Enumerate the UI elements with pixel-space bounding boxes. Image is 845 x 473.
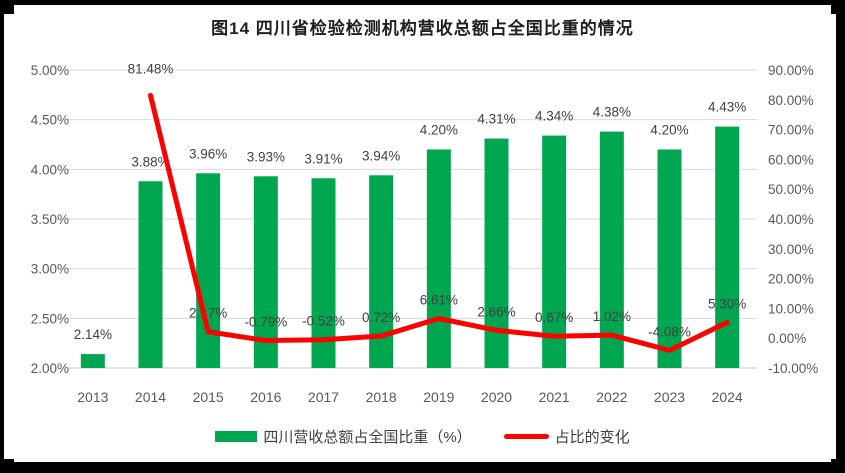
left-axis-tick-label: 2.50% bbox=[31, 311, 69, 326]
bar-data-label: 4.31% bbox=[477, 112, 515, 127]
bar-2013 bbox=[80, 354, 105, 368]
frame-corner-bottom-left bbox=[0, 459, 14, 473]
legend-bar-swatch-icon bbox=[215, 430, 258, 442]
line-data-label: 1.02% bbox=[593, 309, 631, 324]
right-axis-tick-label: 50.00% bbox=[768, 182, 814, 197]
x-axis-label-2017: 2017 bbox=[308, 389, 339, 405]
bar-data-label: 3.88% bbox=[131, 154, 169, 169]
line-data-label: 5.30% bbox=[708, 296, 746, 311]
frame-border-bottom bbox=[0, 462, 845, 473]
frame-corner-top-left bbox=[0, 0, 14, 14]
x-axis-label-2019: 2019 bbox=[423, 389, 454, 405]
right-axis-tick-label: 70.00% bbox=[768, 123, 814, 138]
bar-data-label: 4.43% bbox=[708, 100, 746, 115]
bar-2022 bbox=[599, 131, 624, 368]
x-axis-label-2018: 2018 bbox=[366, 389, 397, 405]
right-axis-tick-label: -10.00% bbox=[768, 361, 818, 376]
bar-2023 bbox=[657, 149, 682, 368]
x-axis-label-2022: 2022 bbox=[596, 389, 627, 405]
bar-data-label: 2.14% bbox=[74, 327, 112, 342]
x-axis-label-2015: 2015 bbox=[193, 389, 224, 405]
line-data-label: 6.61% bbox=[420, 293, 458, 308]
line-data-label: 2.66% bbox=[477, 304, 515, 319]
x-axis-label-2023: 2023 bbox=[654, 389, 685, 405]
change-rate-line bbox=[148, 92, 730, 353]
x-axis-label-2020: 2020 bbox=[481, 389, 512, 405]
bar-data-label: 4.34% bbox=[535, 109, 573, 124]
chart-legend: 四川营收总额占全国比重（%） 占比的变化 bbox=[0, 425, 845, 447]
line-data-label: 0.72% bbox=[362, 310, 400, 325]
left-axis-tick-label: 4.50% bbox=[31, 113, 69, 128]
bar-data-label: 4.20% bbox=[650, 122, 688, 137]
right-axis-tick-label: 60.00% bbox=[768, 152, 814, 167]
frame-border-top bbox=[0, 0, 845, 5]
legend-line-label: 占比的变化 bbox=[554, 428, 630, 446]
right-axis-tick-label: 30.00% bbox=[768, 242, 814, 257]
line-data-label: -0.79% bbox=[244, 315, 287, 330]
x-axis-label-2013: 2013 bbox=[77, 389, 108, 405]
left-axis-tick-label: 3.00% bbox=[31, 262, 69, 277]
bar-2015 bbox=[196, 173, 221, 368]
bar-2014 bbox=[138, 181, 163, 368]
bar-data-label: 4.38% bbox=[593, 105, 631, 120]
right-axis-tick-label: 90.00% bbox=[768, 63, 814, 78]
line-data-label: -4.08% bbox=[648, 324, 691, 339]
legend-line-swatch-icon bbox=[503, 433, 549, 439]
x-axis-label-2021: 2021 bbox=[539, 389, 570, 405]
line-data-label: 0.67% bbox=[535, 310, 573, 325]
legend-item-line-series: 占比的变化 bbox=[503, 426, 630, 447]
x-axis-label-2024: 2024 bbox=[712, 389, 743, 405]
legend-bar-label: 四川营收总额占全国比重（%） bbox=[263, 428, 472, 446]
bar-data-label: 3.96% bbox=[189, 146, 227, 161]
bar-2019 bbox=[426, 149, 451, 368]
right-axis-tick-label: 40.00% bbox=[768, 212, 814, 227]
frame-border-left bbox=[0, 0, 4, 473]
line-data-label: -0.52% bbox=[302, 314, 345, 329]
bar-2016 bbox=[253, 176, 278, 368]
legend-item-bar-series: 四川营收总额占全国比重（%） bbox=[215, 426, 472, 447]
x-axis-label-2016: 2016 bbox=[250, 389, 281, 405]
bar-data-label: 3.93% bbox=[247, 149, 285, 164]
bar-2024 bbox=[715, 126, 740, 369]
bar-2017 bbox=[311, 178, 336, 368]
left-axis-tick-label: 4.00% bbox=[31, 162, 69, 177]
bar-data-label: 3.91% bbox=[304, 151, 342, 166]
right-axis-tick-label: 80.00% bbox=[768, 93, 814, 108]
frame-border-right bbox=[836, 0, 845, 473]
bar-data-label: 4.20% bbox=[420, 122, 458, 137]
left-axis-tick-label: 5.00% bbox=[31, 63, 69, 78]
left-axis-tick-label: 2.00% bbox=[31, 361, 69, 376]
bar-2021 bbox=[542, 135, 567, 368]
frame-corner-bottom-right bbox=[831, 459, 845, 473]
line-data-label: 2.17% bbox=[189, 306, 227, 321]
x-axis-label-2014: 2014 bbox=[135, 389, 166, 405]
right-axis-tick-label: 20.00% bbox=[768, 272, 814, 287]
frame-corner-top-right bbox=[831, 0, 845, 14]
chart-title: 图14 四川省检验检测机构营收总额占全国比重的情况 bbox=[211, 19, 634, 38]
right-axis-tick-label: 10.00% bbox=[768, 301, 814, 316]
left-axis-tick-label: 3.50% bbox=[31, 212, 69, 227]
bar-data-label: 3.94% bbox=[362, 148, 400, 163]
right-axis-tick-label: 0.00% bbox=[768, 331, 806, 346]
line-data-label: 81.48% bbox=[128, 61, 174, 76]
